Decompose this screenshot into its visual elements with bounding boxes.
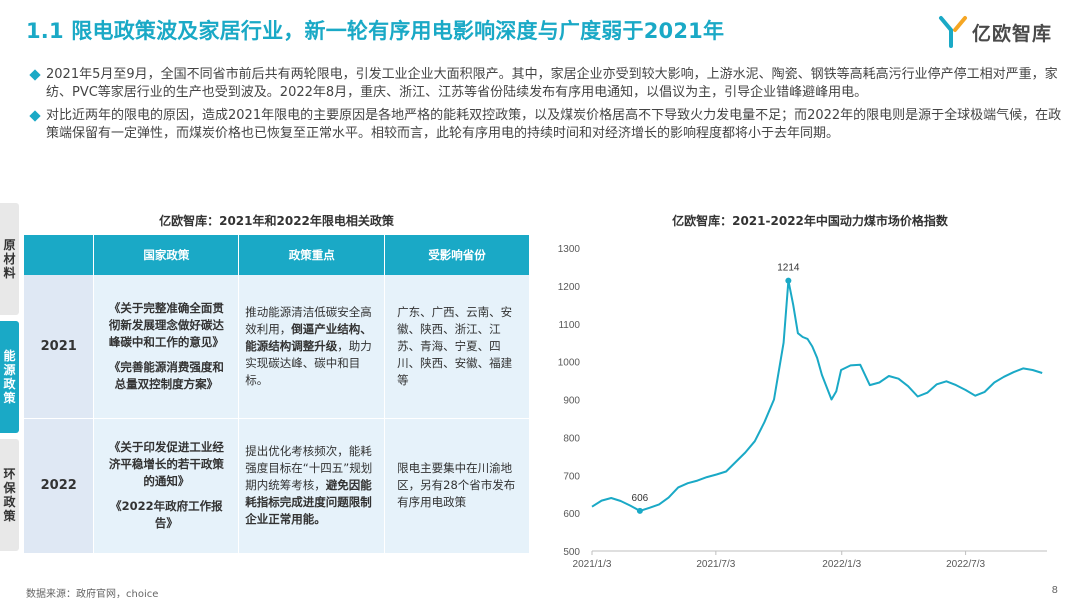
row-focus: 推动能源清洁低碳安全高效利用，倒逼产业结构、能源结构调整升级，助力实现碳达峰、碳…	[238, 275, 386, 419]
table-header-policy: 国家政策	[93, 235, 240, 275]
policy-doc: 《完善能源消费强度和总量双控制度方案》	[108, 359, 224, 391]
side-tab-char: 保	[3, 481, 16, 495]
side-tab-energy-policy[interactable]: 能源政策	[0, 321, 19, 433]
side-tab-char: 能	[3, 349, 16, 363]
table-title: 亿欧智库：2021年和2022年限电相关政策	[159, 214, 394, 228]
x-tick-label: 2022/7/3	[946, 559, 985, 570]
y-tick-label: 1200	[558, 282, 581, 293]
table-header-provinces: 受影响省份	[384, 235, 530, 275]
policy-doc: 《关于完整准确全面贯彻新发展理念做好碳达峰碳中和工作的意见》	[108, 300, 224, 349]
x-tick-label: 2021/1/3	[573, 559, 612, 570]
side-tab-char: 源	[3, 363, 16, 377]
page-title: 1.1 限电政策波及家居行业，新一轮有序用电影响深度与广度弱于2021年	[26, 19, 725, 43]
x-tick-label: 2021/7/3	[696, 559, 735, 570]
row-policies: 《关于完整准确全面贯彻新发展理念做好碳达峰碳中和工作的意见》 《完善能源消费强度…	[93, 275, 240, 419]
side-tab-raw-materials[interactable]: 原材料	[0, 203, 19, 315]
policy-doc: 《关于印发促进工业经济平稳增长的若干政策的通知》	[108, 440, 224, 488]
side-tab-char: 环	[3, 467, 16, 481]
side-tab-char: 材	[3, 252, 16, 266]
side-tab-char: 政	[3, 377, 16, 391]
data-label: 1214	[777, 263, 800, 274]
coal-price-chart: 500 600 700 800 900 1000 1100 1200 1300 2021/1/3 2…	[558, 244, 1047, 570]
policy-table: 国家政策 政策重点 受影响省份 2021 《关于完整准确全面贯彻新发展理念做好碳…	[24, 235, 530, 554]
table-header-row: 国家政策 政策重点 受影响省份	[24, 235, 530, 275]
row-year: 2022	[24, 418, 95, 554]
row-focus: 提出优化考核频次，能耗强度目标在“十四五”规划期内统筹考核，避免因能耗指标完成进…	[238, 418, 386, 554]
bullet-item: 对比近两年的限电的原因，造成2021年限电的主要原因是各地严格的能耗双控政策，以…	[30, 107, 1065, 143]
y-tick-label: 1000	[558, 358, 581, 369]
data-source: 数据来源：政府官网，choice	[26, 589, 159, 600]
y-tick-label: 600	[563, 509, 580, 520]
brand-logo: 亿欧智库	[938, 14, 1052, 50]
y-tick-label: 1300	[558, 244, 581, 255]
focus-text: 提出优化考核频次，能耗强度目标在“十四五”规划期内统筹考核，	[245, 444, 373, 492]
side-tab-char: 料	[3, 266, 16, 280]
table-row: 2021 《关于完整准确全面贯彻新发展理念做好碳达峰碳中和工作的意见》 《完善能…	[24, 275, 530, 419]
chart-title: 亿欧智库：2021-2022年中国动力煤市场价格指数	[672, 214, 948, 228]
focus-text-bold: 避免因能耗指标完成进度问题限制企业正常用能。	[245, 478, 372, 526]
row-provinces: 限电主要集中在川渝地区，另有28个省市发布有序用电政策	[384, 418, 530, 554]
logo-text: 亿欧智库	[971, 22, 1052, 45]
side-tabs: 原材料 能源政策 环保政策	[0, 203, 19, 557]
series-line	[591, 279, 1043, 512]
side-tab-char: 策	[3, 391, 16, 405]
focus-text-bold: 倒逼产业结构、能源结构调整升级	[245, 321, 372, 353]
data-point	[785, 277, 792, 284]
table-header-year	[24, 235, 95, 275]
page-number: 8	[1051, 585, 1058, 596]
y-tick-label: 900	[563, 396, 580, 407]
focus-text: ，助力实现碳达峰、碳中和目标。	[245, 338, 372, 387]
row-provinces: 广东、广西、云南、安徽、陕西、浙江、江苏、青海、宁夏、四川、陕西、安徽、福建等	[384, 275, 530, 419]
y-tick-label: 800	[563, 433, 580, 444]
table-header-focus: 政策重点	[238, 235, 386, 275]
data-point	[636, 507, 643, 514]
row-year: 2021	[24, 275, 95, 419]
y-tick-label: 700	[563, 471, 580, 482]
summary-bullets: 2021年5月至9月，全国不同省市前后共有两轮限电，引发工业企业大面积限产。其中…	[30, 66, 1065, 148]
logo-icon	[938, 16, 967, 48]
focus-text: 推动能源清洁低碳安全高效利用，	[245, 304, 372, 336]
side-tab-char: 策	[3, 509, 16, 523]
side-tab-environment-policy[interactable]: 环保政策	[0, 439, 19, 551]
y-tick-label: 1100	[558, 320, 580, 331]
side-tab-char: 政	[3, 495, 16, 509]
bullet-item: 2021年5月至9月，全国不同省市前后共有两轮限电，引发工业企业大面积限产。其中…	[30, 66, 1065, 102]
data-label: 606	[632, 493, 649, 504]
table-row: 2022 《关于印发促进工业经济平稳增长的若干政策的通知》 《2022年政府工作…	[24, 418, 530, 554]
x-tick-label: 2022/1/3	[822, 559, 861, 570]
policy-doc: 《2022年政府工作报告》	[110, 499, 223, 530]
row-policies: 《关于印发促进工业经济平稳增长的若干政策的通知》 《2022年政府工作报告》	[93, 418, 240, 554]
y-tick-label: 500	[563, 547, 580, 558]
side-tab-char: 原	[3, 238, 16, 252]
